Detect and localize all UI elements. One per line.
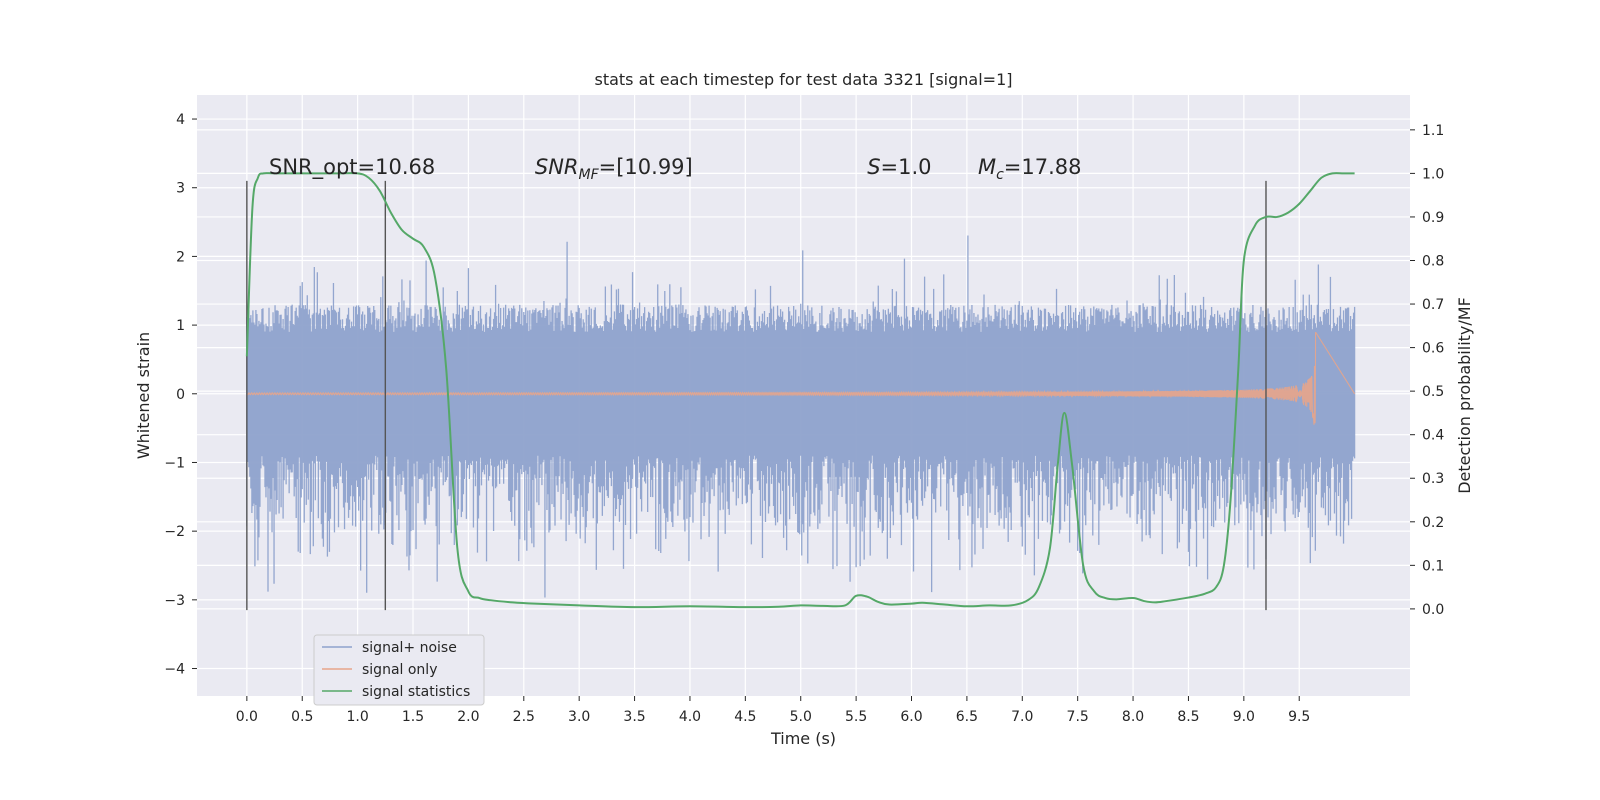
x-tick-label-18: 9.0 — [1233, 709, 1255, 725]
signal-only-series — [246, 331, 1356, 425]
y-left-tick-label-3: −1 — [164, 455, 185, 471]
annotation-s-stat: S=1.0 — [867, 155, 931, 179]
annotation-snr-opt: SNR_opt=10.68 — [269, 155, 435, 180]
annotation-mc-main: M — [978, 155, 996, 179]
x-axis-ticks: 0.0 0.5 1.0 1.5 2.0 2.5 3.0 3.5 4.0 4.5 5.0 5.5 6.0 6… — [236, 696, 1310, 725]
y-left-tick-label-7: 3 — [176, 181, 185, 197]
x-tick-label-10: 5.0 — [790, 709, 812, 725]
x-tick-label-4: 2.0 — [457, 709, 479, 725]
y-right-tick-label-0: 0.0 — [1422, 602, 1444, 618]
x-tick-label-9: 4.5 — [734, 709, 756, 725]
y-right-tick-label-1: 0.1 — [1422, 558, 1444, 574]
y-left-tick-label-0: −4 — [164, 662, 185, 678]
y-right-tick-label-2: 0.2 — [1422, 515, 1444, 531]
y-left-axis-ticks: −4 −3 −2 −1 0 1 2 3 4 — [164, 112, 197, 678]
signal-only-trace — [246, 331, 1356, 425]
x-tick-label-13: 6.5 — [956, 709, 978, 725]
x-tick-label-19: 9.5 — [1288, 709, 1310, 725]
y-right-axis-label: Detection probability/MF — [1455, 297, 1474, 494]
y-right-tick-label-7: 0.7 — [1422, 297, 1444, 313]
y-right-tick-label-6: 0.6 — [1422, 341, 1444, 357]
x-tick-label-0: 0.0 — [236, 709, 258, 725]
annotation-mc-sub: c — [996, 167, 1004, 183]
x-tick-label-17: 8.5 — [1177, 709, 1199, 725]
y-left-tick-label-6: 2 — [176, 249, 185, 265]
y-right-tick-label-3: 0.3 — [1422, 471, 1444, 487]
legend-box — [313, 634, 485, 706]
legend-entry-signal-statistics: signal statistics — [362, 684, 470, 700]
annotation-mc: Mc=17.88 — [978, 155, 1082, 183]
y-left-axis-label: Whitened strain — [134, 332, 153, 459]
x-tick-label-7: 3.5 — [623, 709, 645, 725]
annotation-mc-value: =17.88 — [1004, 155, 1082, 179]
y-left-tick-label-5: 1 — [176, 318, 185, 334]
y-right-axis-ticks: 0.0 0.1 0.2 0.3 0.4 0.5 0.6 0.7 0.8 0.9 1.0 1.1 — [1410, 123, 1444, 618]
x-tick-label-3: 1.5 — [402, 709, 424, 725]
signal-statistics-series — [245, 172, 1355, 609]
y-left-tick-label-1: −3 — [164, 593, 185, 609]
x-tick-label-16: 8.0 — [1122, 709, 1144, 725]
legend-entry-signal-only: signal only — [362, 662, 437, 678]
x-tick-label-8: 4.0 — [679, 709, 701, 725]
y-right-tick-label-5: 0.5 — [1422, 384, 1444, 400]
annotation-snr-mf: SNRMF=[10.99] — [535, 155, 693, 183]
annotation-snr-mf-sub: MF — [579, 167, 600, 183]
x-tick-label-15: 7.5 — [1067, 709, 1089, 725]
x-tick-label-1: 0.5 — [291, 709, 313, 725]
x-tick-label-2: 1.0 — [346, 709, 368, 725]
annotation-s-value: =1.0 — [881, 155, 932, 179]
y-left-tick-label-2: −2 — [164, 524, 185, 540]
y-right-tick-label-4: 0.4 — [1422, 428, 1444, 444]
legend: signal+ noise signal only signal statist… — [313, 634, 485, 706]
annotation-s-main: S — [867, 155, 880, 179]
x-tick-label-14: 7.0 — [1011, 709, 1033, 725]
y-left-tick-label-4: 0 — [176, 387, 185, 403]
signal-statistics-line — [245, 172, 1355, 609]
x-tick-label-11: 5.5 — [845, 709, 867, 725]
chart-title: stats at each timestep for test data 332… — [594, 70, 1012, 89]
vertical-markers — [246, 180, 1267, 611]
x-tick-label-5: 2.5 — [513, 709, 535, 725]
x-axis-label: Time (s) — [770, 729, 836, 748]
annotation-snr-mf-main: SNR — [535, 155, 579, 179]
y-right-tick-label-10: 1.0 — [1422, 166, 1444, 182]
y-right-tick-label-11: 1.1 — [1422, 123, 1444, 139]
y-left-tick-label-8: 4 — [176, 112, 185, 128]
annotation-snr-mf-value: =[10.99] — [599, 155, 693, 179]
x-tick-label-12: 6.0 — [900, 709, 922, 725]
y-right-tick-label-9: 0.9 — [1422, 210, 1444, 226]
x-tick-label-6: 3.0 — [568, 709, 590, 725]
legend-entry-signal-noise: signal+ noise — [362, 640, 457, 656]
y-right-tick-label-8: 0.8 — [1422, 253, 1444, 269]
